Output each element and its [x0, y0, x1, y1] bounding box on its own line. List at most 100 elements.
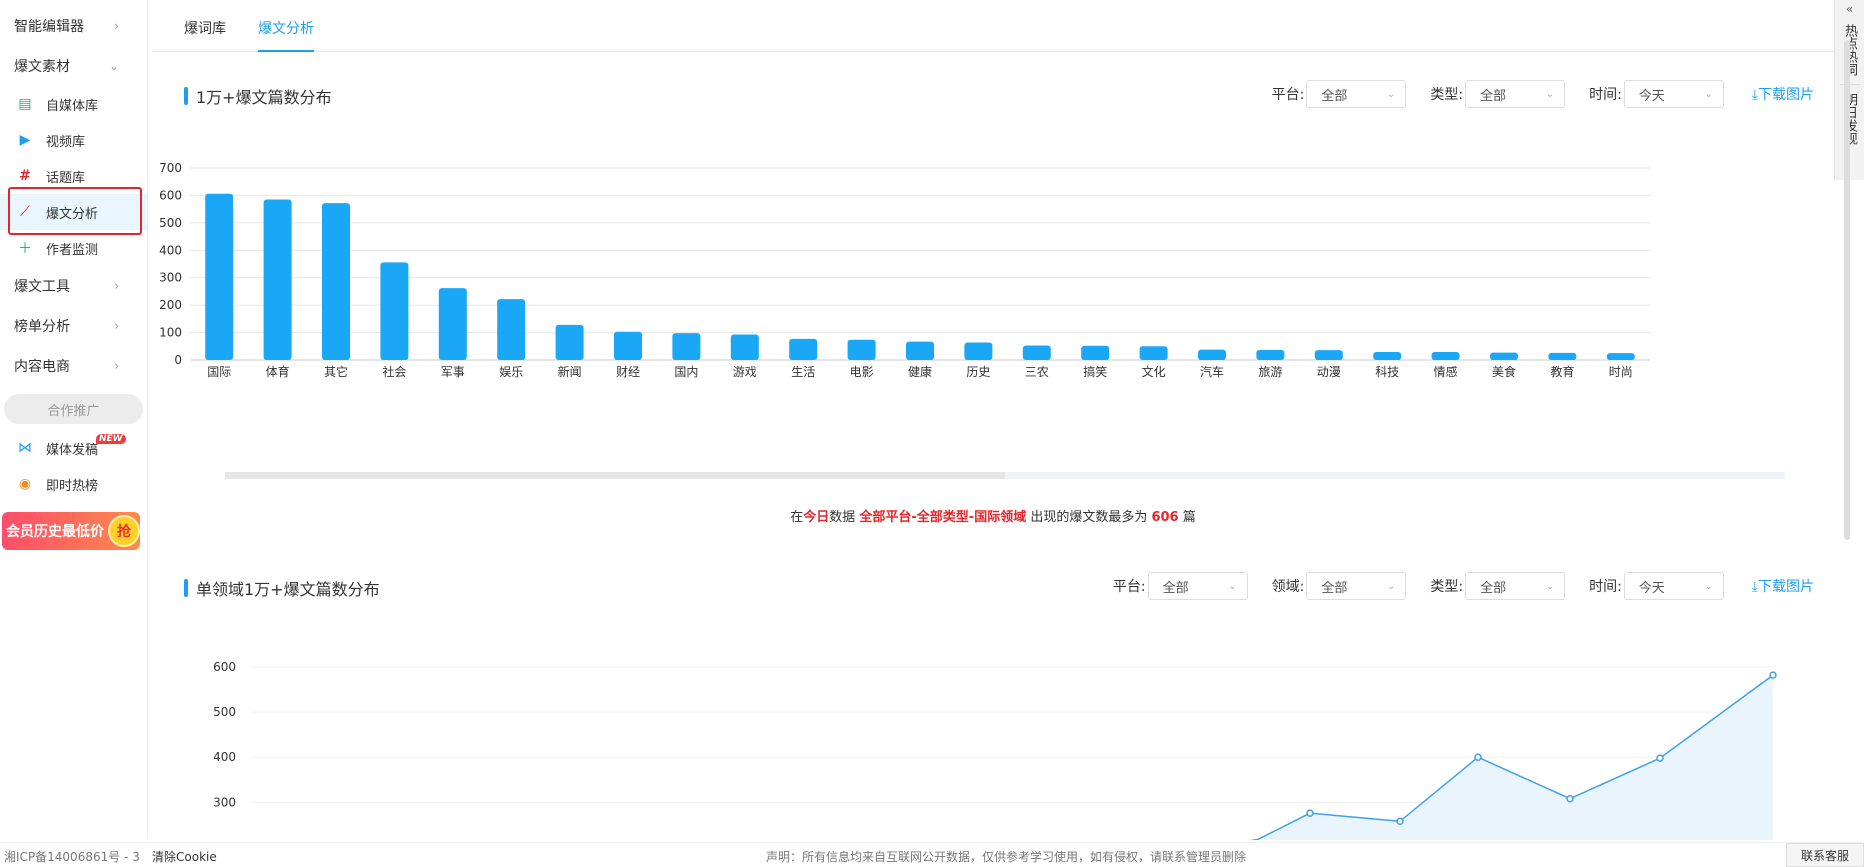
- filter-select[interactable]: 今天 ⌄: [1623, 572, 1724, 600]
- clear-cookie-link[interactable]: 清除Cookie: [152, 850, 217, 864]
- data-point: [1769, 671, 1777, 679]
- y-tick-label: 600: [159, 188, 182, 202]
- contact-service-button[interactable]: 联系客服: [1785, 843, 1864, 867]
- bar: [1314, 350, 1343, 360]
- filter-select[interactable]: 全部 ⌄: [1306, 80, 1407, 108]
- chevron-icon: ›: [114, 319, 119, 333]
- chevron-down-icon: ⌄: [1545, 580, 1555, 592]
- x-tick-label: 科技: [1375, 365, 1399, 379]
- sidebar-group-1[interactable]: 爆文素材 ⌄: [0, 46, 147, 86]
- tab-hot-article-analysis[interactable]: 爆文分析: [258, 0, 314, 52]
- media-icon: ⋈: [18, 440, 32, 456]
- x-tick-label: 文化: [1142, 364, 1166, 379]
- promo-item-0[interactable]: ⋈ 媒体发稿 NEW: [0, 430, 147, 466]
- disclaimer: 声明：所有信息均来自互联网公开数据，仅供参考学习使用，如有侵权，请联系管理员删除: [766, 850, 1247, 864]
- sidebar-item-0[interactable]: ▤ 自媒体库: [0, 86, 147, 122]
- sidebar-group-b0[interactable]: 爆文工具 ›: [0, 266, 147, 306]
- filters-section2: 平台: 全部 ⌄ 领域: 全部 ⌄ 类型: 全部 ⌄ 时间: 今天 ⌄ ⤓下载图片: [1089, 572, 1814, 600]
- data-point: [1396, 817, 1404, 826]
- filter-label: 平台:: [1271, 87, 1305, 103]
- tab-hot-words[interactable]: 爆词库: [184, 21, 226, 37]
- x-tick-label: 军事: [441, 365, 465, 379]
- chevron-down-icon: ⌄: [1228, 580, 1237, 592]
- filter-value: 全部: [1162, 580, 1189, 596]
- collapse-icon[interactable]: «: [1845, 2, 1854, 16]
- bar: [672, 333, 701, 360]
- sidebar-item-4[interactable]: ＋ 作者监测: [0, 230, 147, 266]
- grab-badge: 抢: [108, 515, 140, 547]
- y-tick-label: 500: [213, 705, 236, 719]
- summary-text: 在今日数据 全部平台-全部类型-国际领域 出现的爆文数最多为 606 篇: [152, 506, 1834, 525]
- filter-2: 类型: 全部 ⌄: [1430, 572, 1566, 600]
- bar: [906, 341, 934, 360]
- chevron-icon: ›: [114, 359, 119, 373]
- tab-bar: 爆词库 爆文分析: [152, 0, 1834, 52]
- sidebar-group-label: 内容电商: [14, 359, 70, 375]
- x-tick-label: 动漫: [1317, 365, 1341, 379]
- filters-section1: 平台: 全部 ⌄ 类型: 全部 ⌄ 时间: 今天 ⌄ ⤓下载图片: [1248, 80, 1814, 108]
- bar: [789, 338, 818, 360]
- filter-label: 类型:: [1430, 579, 1464, 595]
- sidebar-item-3[interactable]: ⟋ 爆文分析: [0, 187, 147, 235]
- bar: [1373, 352, 1402, 360]
- download-icon: ⤓: [1751, 579, 1758, 595]
- filter-select[interactable]: 全部 ⌄: [1465, 80, 1566, 108]
- scrollbar-thumb[interactable]: [225, 472, 1005, 479]
- promo-item-label: 媒体发稿: [46, 442, 99, 458]
- x-tick-label: 游戏: [733, 365, 757, 379]
- x-tick-label: 教育: [1550, 364, 1574, 379]
- sidebar-item-1[interactable]: ▶ 视频库: [0, 122, 147, 158]
- x-tick-label: 情感: [1434, 364, 1458, 379]
- filter-select[interactable]: 全部 ⌄: [1306, 572, 1407, 600]
- download-image-button[interactable]: ⤓下载图片: [1752, 576, 1814, 596]
- vip-promo-banner[interactable]: 会员历史最低价 抢: [2, 512, 140, 550]
- filter-value: 全部: [1480, 88, 1507, 104]
- data-point: [1474, 753, 1482, 761]
- chevron-down-icon: ⌄: [1386, 580, 1396, 592]
- bar: [964, 342, 993, 360]
- sidebar-item-2[interactable]: # 话题库: [0, 158, 147, 194]
- sidebar-group-0[interactable]: 智能编辑器 ›: [0, 6, 147, 46]
- filter-select[interactable]: 全部 ⌄: [1465, 572, 1566, 600]
- sidebar-group-b1[interactable]: 榜单分析 ›: [0, 306, 147, 346]
- y-tick-label: 400: [159, 243, 182, 257]
- x-tick-label: 国际: [207, 365, 231, 379]
- filter-select[interactable]: 全部 ⌄: [1147, 572, 1248, 600]
- bar: [1022, 345, 1051, 360]
- filter-label: 领域:: [1271, 579, 1305, 595]
- promo-item-1[interactable]: ◉ 即时热榜: [0, 466, 147, 502]
- document-icon: ▤: [18, 96, 32, 112]
- y-tick-label: 200: [159, 298, 182, 312]
- chevron-down-icon: ⌄: [1704, 88, 1713, 100]
- x-tick-label: 汽车: [1200, 364, 1224, 379]
- filter-select[interactable]: 今天 ⌄: [1623, 80, 1724, 108]
- sidebar-group-label: 榜单分析: [14, 319, 70, 335]
- download-label: 下载图片: [1758, 579, 1814, 595]
- y-tick-label: 500: [159, 216, 182, 230]
- filter-1: 领域: 全部 ⌄: [1272, 572, 1407, 600]
- vertical-scrollbar[interactable]: [1844, 40, 1850, 540]
- x-tick-label: 电影: [850, 365, 874, 379]
- filter-0: 平台: 全部 ⌄: [1113, 572, 1248, 600]
- video-icon: ▶: [19, 132, 31, 148]
- filter-label: 平台:: [1112, 579, 1146, 595]
- download-image-button[interactable]: ⤓下载图片: [1752, 84, 1814, 104]
- chart-horizontal-scrollbar[interactable]: [225, 472, 1785, 479]
- bar: [1198, 349, 1226, 360]
- filter-label: 时间:: [1589, 87, 1622, 103]
- filter-value: 今天: [1638, 88, 1665, 104]
- chevron-icon: ›: [114, 279, 119, 293]
- sidebar-item-label: 话题库: [46, 170, 86, 186]
- x-tick-label: 社会: [382, 364, 406, 379]
- icp-record[interactable]: 湘ICP备14006861号 - 3: [4, 850, 140, 864]
- filter-label: 类型:: [1430, 87, 1464, 103]
- x-tick-label: 娱乐: [499, 365, 523, 379]
- chevron-down-icon: ⌄: [1545, 88, 1555, 100]
- line-chart-icon: ⟋: [20, 204, 30, 220]
- sidebar-group-b2[interactable]: 内容电商 ›: [0, 346, 147, 386]
- summary-today: 今日: [803, 510, 830, 525]
- y-tick-label: 300: [159, 271, 182, 285]
- summary-scope: 全部平台-全部类型-国际领域: [859, 510, 1027, 525]
- promo-section-label: 合作推广: [4, 394, 143, 424]
- bar: [555, 324, 584, 360]
